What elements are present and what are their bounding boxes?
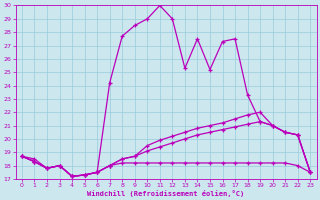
X-axis label: Windchill (Refroidissement éolien,°C): Windchill (Refroidissement éolien,°C)	[87, 190, 245, 197]
